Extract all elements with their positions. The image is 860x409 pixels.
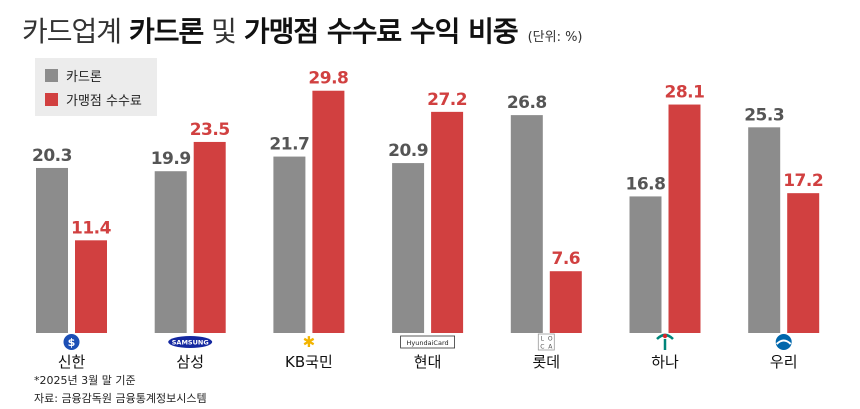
- data-label-samsung-merchant-fee: 23.5: [190, 120, 230, 140]
- bar-kb-merchant-fee: [312, 90, 345, 333]
- data-label-samsung-card-loan: 19.9: [151, 149, 191, 169]
- title-and: 및: [211, 15, 237, 48]
- category-label-samsung: 삼성: [176, 353, 204, 371]
- shinhan-circle: [63, 334, 80, 350]
- samsung-logo-icon: SAMSUNG: [168, 336, 213, 348]
- data-label-hana-merchant-fee: 28.1: [665, 83, 705, 103]
- kb-star-logo-icon: ✱: [303, 333, 316, 351]
- hyundai-card-box: [400, 335, 456, 349]
- data-label-lotte-card-loan: 26.8: [507, 93, 547, 113]
- legend-swatch-card-loan: [45, 68, 58, 82]
- bar-kb-card-loan: [273, 156, 306, 333]
- chart-title: 카드업계 카드론 및 가맹점 수수료 수익 비중 (단위: %): [22, 10, 583, 50]
- category-label-hana: 하나: [651, 353, 679, 371]
- bar-samsung-merchant-fee: [193, 141, 226, 333]
- title-bold-fee: 가맹점 수수료 수익 비중: [243, 15, 519, 48]
- legend-item-card-loan: 카드론: [45, 66, 102, 85]
- woori-wave: [775, 339, 792, 345]
- category-label-hyundai: 현대: [414, 353, 442, 371]
- category-label-kb: KB국민: [285, 353, 333, 371]
- hyundai-card-text: HyundaiCard: [407, 339, 449, 347]
- category-label-lotte: 롯데: [532, 353, 560, 371]
- legend-label-merchant-fee: 가맹점 수수료: [66, 93, 142, 109]
- data-label-shinhan-card-loan: 20.3: [32, 146, 72, 166]
- footnote-source: 자료: 금융감독원 금융통계정보시스템: [34, 392, 207, 405]
- legend: 카드론 가맹점 수수료: [35, 58, 157, 116]
- bar-hana-card-loan: [629, 196, 662, 333]
- data-label-hyundai-merchant-fee: 27.2: [427, 90, 467, 110]
- data-label-hyundai-card-loan: 20.9: [388, 141, 428, 161]
- shinhan-logo-icon: $: [63, 334, 80, 350]
- samsung-text: SAMSUNG: [172, 339, 209, 347]
- data-label-woori-card-loan: 25.3: [744, 105, 784, 125]
- bar-hyundai-card-loan: [392, 163, 425, 333]
- category-label-woori: 우리: [770, 353, 798, 371]
- data-label-kb-merchant-fee: 29.8: [308, 69, 348, 89]
- bar-woori-card-loan: [748, 127, 781, 333]
- bar-woori-merchant-fee: [787, 193, 820, 333]
- data-label-woori-merchant-fee: 17.2: [783, 171, 823, 191]
- bar-hyundai-merchant-fee: [431, 111, 464, 333]
- data-label-hana-card-loan: 16.8: [626, 174, 666, 194]
- data-label-shinhan-merchant-fee: 11.4: [71, 218, 112, 238]
- data-label-lotte-merchant-fee: 7.6: [551, 249, 580, 269]
- bar-samsung-card-loan: [154, 171, 187, 333]
- category-label-shinhan: 신한: [58, 353, 86, 371]
- bar-lotte-merchant-fee: [549, 271, 582, 333]
- hana-logo-icon: [656, 333, 674, 350]
- shinhan-s: $: [68, 336, 76, 349]
- woori-circle: [775, 334, 792, 350]
- legend-item-merchant-fee: 가맹점 수수료: [45, 90, 142, 109]
- footnote-date: *2025년 3월 말 기준: [34, 374, 136, 387]
- legend-swatch-merchant-fee: [45, 92, 58, 106]
- hyundai-card-logo-icon: HyundaiCard: [400, 335, 456, 349]
- kb-star: ✱: [303, 333, 316, 351]
- title-bold-loan: 카드론: [128, 15, 204, 48]
- bar-shinhan-merchant-fee: [75, 240, 107, 333]
- bar-shinhan-card-loan: [36, 167, 68, 333]
- loca-letter: L: [541, 336, 545, 343]
- loca-letter: C: [540, 344, 544, 351]
- samsung-ellipse: [168, 336, 213, 348]
- loca-letter: O: [548, 336, 553, 343]
- bar-lotte-card-loan: [510, 115, 543, 333]
- loca-box: [537, 333, 555, 351]
- title-light: 카드업계: [22, 15, 122, 48]
- legend-label-card-loan: 카드론: [66, 69, 102, 85]
- bar-hana-merchant-fee: [668, 104, 701, 333]
- unit-label: (단위: %): [527, 30, 583, 45]
- hana-dot: [662, 333, 668, 339]
- woori-logo-icon: [775, 334, 792, 350]
- loca-logo-icon: L OC A: [537, 333, 555, 351]
- loca-letter: A: [548, 344, 553, 351]
- data-label-kb-card-loan: 21.7: [269, 135, 309, 155]
